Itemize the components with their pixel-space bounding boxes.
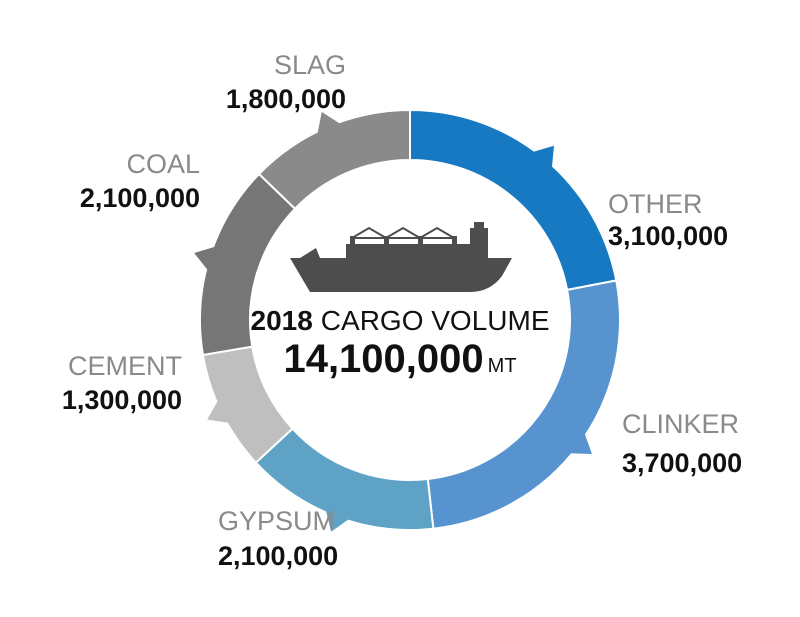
label-value-cement: 1,300,000 [62, 385, 182, 415]
center-year: 2018 [251, 305, 313, 336]
label-name-cement: CEMENT [68, 351, 182, 381]
center-title-text: CARGO VOLUME [321, 305, 550, 336]
label-coal: COAL 2,100,000 [80, 149, 200, 213]
label-name-clinker: CLINKER [622, 409, 739, 439]
label-name-other: OTHER [608, 189, 703, 219]
label-cement: CEMENT 1,300,000 [62, 351, 182, 415]
label-clinker: CLINKER 3,700,000 [622, 409, 742, 478]
label-name-coal: COAL [126, 149, 200, 179]
slice-pointer-slag [317, 111, 341, 134]
label-value-other: 3,100,000 [608, 221, 728, 251]
slice-slag [257, 108, 411, 211]
slice-pointer-coal [194, 246, 216, 271]
label-value-clinker: 3,700,000 [622, 448, 742, 478]
slice-pointer-clinker [569, 433, 592, 455]
center-total-value: 14,100,000 [283, 337, 483, 381]
slice-pointer-cement [207, 400, 230, 423]
cargo-ship-icon [290, 222, 512, 292]
label-value-slag: 1,800,000 [226, 84, 346, 114]
label-gypsum: GYPSUM 2,100,000 [218, 506, 338, 571]
label-value-gypsum: 2,100,000 [218, 541, 338, 571]
label-name-gypsum: GYPSUM [218, 506, 335, 536]
center-title: 2018 CARGO VOLUME [251, 305, 550, 336]
center-total: 14,100,000 MT [283, 337, 516, 381]
label-slag: SLAG 1,800,000 [226, 50, 346, 114]
center-total-unit: MT [488, 355, 517, 377]
slice-pointer-gypsum [325, 510, 350, 532]
label-name-slag: SLAG [274, 50, 346, 80]
slice-pointer-other [532, 145, 554, 168]
donut-slices [194, 108, 621, 532]
label-value-coal: 2,100,000 [80, 183, 200, 213]
label-other: OTHER 3,100,000 [608, 189, 728, 251]
